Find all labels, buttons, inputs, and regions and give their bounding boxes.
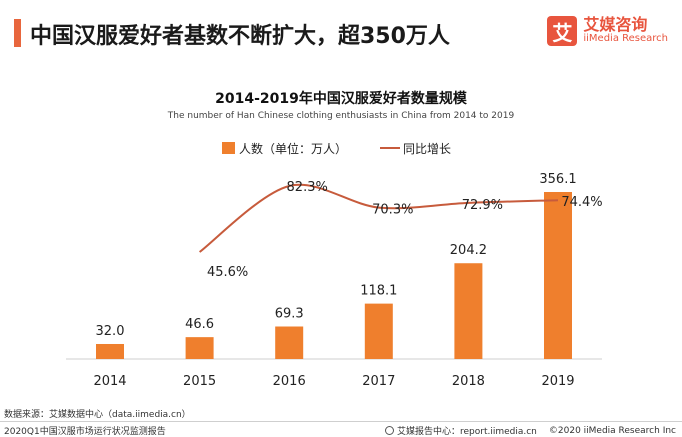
report-center-icon — [384, 426, 394, 435]
footer-divider — [0, 421, 682, 422]
legend-bar-label: 人数（单位：万人） — [239, 141, 347, 156]
bar — [185, 337, 214, 359]
bar — [96, 343, 124, 359]
growth-value-label: 72.9% — [462, 198, 503, 213]
bar-value-label: 46.6 — [185, 317, 214, 332]
footer-right: 艾媒报告中心：report.iimedia.cn ©2020 iiMedia R… — [384, 424, 676, 437]
legend-bar-swatch — [222, 142, 235, 154]
bar-value-label: 204.2 — [450, 243, 487, 258]
x-tick-label: 2015 — [183, 374, 216, 389]
bar-value-label: 356.1 — [539, 172, 576, 187]
page-headline: 中国汉服爱好者基数不断扩大，超350万人 — [30, 24, 450, 49]
bar — [544, 192, 572, 359]
bar-value-label: 32.0 — [96, 324, 125, 339]
report-center: 艾媒报告中心：report.iimedia.cn — [396, 427, 537, 437]
logo-name-en: iiMedia Research — [583, 33, 668, 45]
bar-value-label: 69.3 — [275, 307, 304, 322]
logo-name-cn: 艾媒咨询 — [583, 15, 648, 35]
copyright: ©2020 iiMedia Research Inc — [548, 425, 676, 436]
legend-line-label: 同比增长 — [403, 142, 451, 156]
bar — [275, 326, 304, 359]
x-tick-label: 2018 — [452, 374, 485, 389]
chart-title: 2014-2019年中国汉服爱好者数量规模 — [215, 91, 467, 107]
iimedia-logo-icon: 艾 — [547, 16, 578, 46]
growth-value-label: 82.3% — [287, 180, 328, 195]
bar-value-label: 118.1 — [360, 284, 397, 299]
growth-value-label: 70.3% — [372, 203, 413, 218]
report-name: 2020Q1中国汉服市场运行状况监测报告 — [4, 427, 166, 437]
growth-value-label: 74.4% — [561, 195, 602, 210]
bar — [364, 303, 393, 359]
chart-subtitle: The number of Han Chinese clothing enthu… — [167, 111, 515, 121]
logo: 艾 艾媒咨询 iiMedia Research — [547, 16, 668, 46]
x-tick-label: 2016 — [273, 374, 306, 389]
x-tick-label: 2017 — [362, 374, 395, 389]
growth-line — [199, 183, 559, 253]
data-source: 数据来源：艾媒数据中心（data.iimedia.cn） — [4, 410, 191, 420]
x-tick-label: 2014 — [93, 374, 126, 389]
x-tick-label: 2019 — [541, 374, 574, 389]
logo-text: 艾媒咨询 iiMedia Research — [583, 17, 668, 44]
headline-accent-bar — [14, 19, 21, 47]
bar — [454, 263, 483, 359]
growth-value-label: 45.6% — [207, 265, 248, 280]
